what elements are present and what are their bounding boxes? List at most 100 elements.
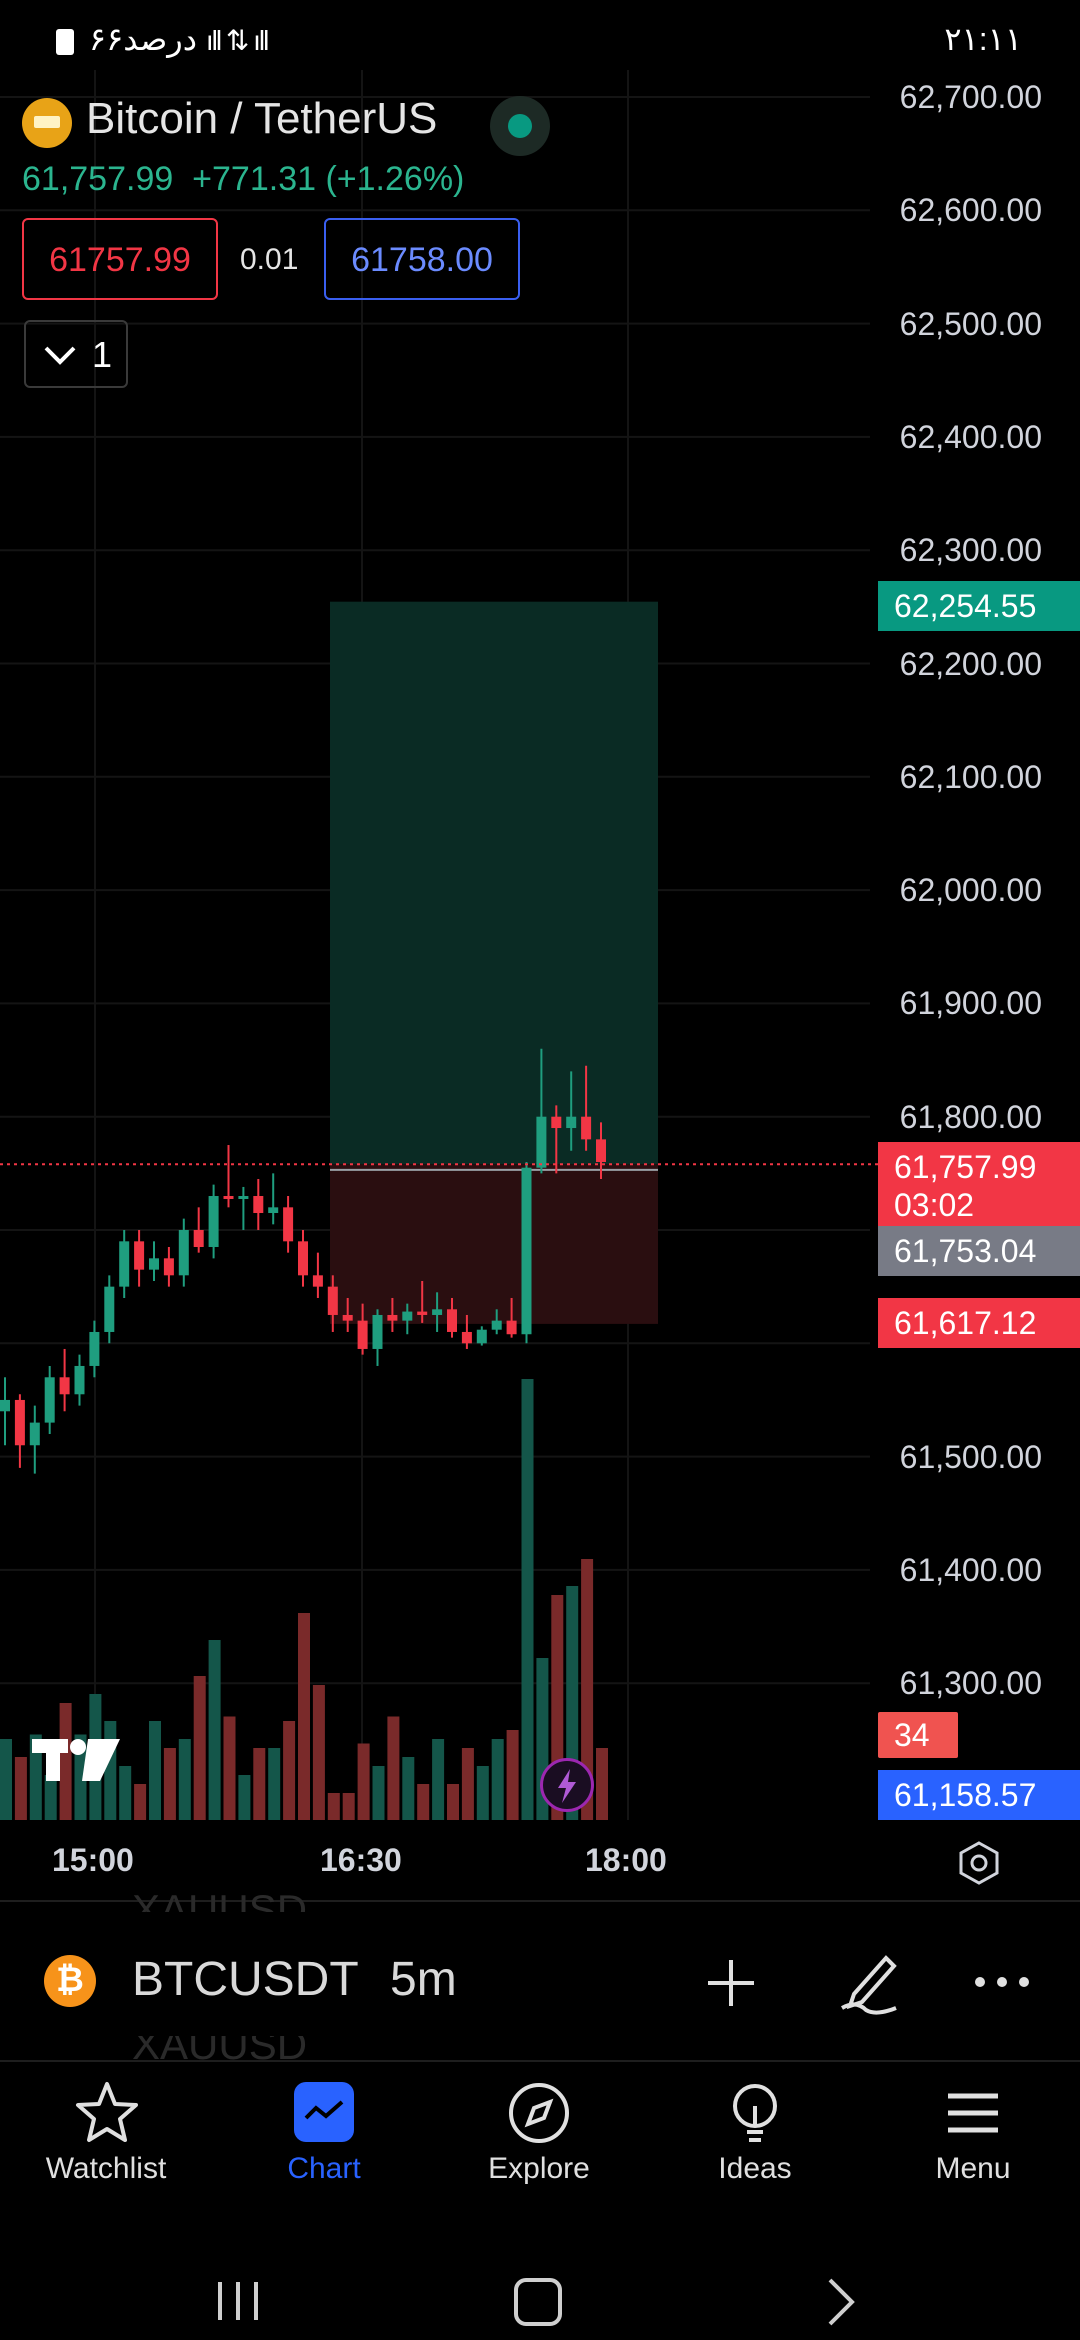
spread-value: 0.01: [240, 243, 299, 276]
symbol-toolbar: [0, 1900, 1080, 2062]
volume-bar: [74, 1734, 87, 1820]
last-price: 61,757.99: [22, 160, 174, 198]
mid-price-badge: 61,753.04: [878, 1226, 1080, 1276]
volume-bar: [0, 1739, 12, 1820]
plus-icon: [708, 1960, 754, 2006]
volume-bar: [119, 1766, 132, 1820]
ghost-symbol-below: XAUUSD: [132, 2036, 308, 2060]
lightbulb-icon: [733, 2084, 777, 2142]
price-change: +771.31 (+1.26%): [192, 160, 465, 198]
price-axis-label: 62,700.00: [899, 79, 1042, 115]
volume-bar: [402, 1757, 415, 1820]
nav-ideas[interactable]: [670, 2078, 840, 2148]
candle-body: [506, 1320, 517, 1335]
candle-body: [596, 1139, 606, 1163]
volume-bar: [178, 1739, 191, 1820]
interval-selector[interactable]: 5m: [390, 1953, 457, 2006]
sell-button[interactable]: 61757.99: [22, 218, 218, 300]
stop-price-badge: 61,617.12: [878, 1298, 1080, 1348]
price-axis-label: 62,200.00: [899, 645, 1042, 682]
candle-body: [387, 1314, 398, 1321]
target-zone: [330, 601, 658, 1165]
volume-bar: [447, 1784, 459, 1820]
nav-chart-label: Chart: [287, 2152, 361, 2185]
volume-bar: [372, 1766, 385, 1820]
volume-bar: [163, 1748, 176, 1820]
volume-bar: [476, 1766, 489, 1820]
candle-body: [268, 1207, 279, 1214]
candle-body: [238, 1196, 249, 1200]
target-price-badge: 62,254.55: [878, 581, 1080, 631]
drawing-tools-button[interactable]: [836, 1946, 902, 2016]
price-axis-label: 62,600.00: [899, 192, 1042, 229]
candle-body: [193, 1230, 204, 1247]
buy-button[interactable]: 61758.00: [324, 218, 520, 300]
ticker-symbol[interactable]: BTCUSDT: [132, 1953, 359, 2006]
pen-icon: [841, 1955, 897, 2015]
long-position-tool: [330, 601, 658, 1324]
volume-bar: [29, 1734, 42, 1820]
recent-apps-icon[interactable]: [208, 2272, 268, 2332]
last-price-value: 61,757.99: [894, 1149, 1037, 1185]
volume-bar: [59, 1703, 72, 1820]
volume-bar: [268, 1748, 281, 1820]
price-axis-label: 62,100.00: [899, 758, 1042, 795]
volume-bar: [581, 1559, 594, 1820]
symbol-icon[interactable]: ₿: [44, 1955, 96, 2007]
volume-bar: [223, 1716, 236, 1820]
chart-settings-button[interactable]: [956, 1840, 1002, 1886]
pair-title[interactable]: Bitcoin / TetherUS: [86, 94, 438, 143]
volume-bar: [44, 1775, 57, 1820]
volume-bar: [208, 1640, 221, 1820]
candle-body: [178, 1230, 189, 1276]
price-axis-label: 62,000.00: [899, 872, 1042, 909]
home-icon[interactable]: [508, 2272, 568, 2332]
more-options-button[interactable]: [970, 1960, 1034, 2006]
volume-bar: [417, 1784, 430, 1820]
volume-badge: 34: [878, 1712, 958, 1758]
compass-icon: [509, 2083, 569, 2143]
candle-body: [283, 1207, 294, 1242]
collapse-layers-button[interactable]: 1: [24, 320, 128, 388]
price-axis-label: 61,300.00: [899, 1665, 1042, 1702]
volume-bar: [387, 1716, 400, 1820]
menu-icon: [948, 2093, 998, 2133]
volume-bar: [506, 1730, 519, 1820]
quick-action-button[interactable]: [540, 1758, 594, 1812]
more-horizontal-icon: [975, 1977, 1029, 1987]
nav-menu[interactable]: [888, 2078, 1058, 2148]
candle-body: [208, 1196, 219, 1247]
volume-bar: [298, 1613, 310, 1820]
bottom-navigation: [0, 2060, 1080, 2242]
candle-body: [163, 1258, 174, 1276]
battery-icon: [56, 28, 74, 55]
back-icon[interactable]: [812, 2272, 872, 2332]
nav-explore[interactable]: [454, 2078, 624, 2148]
nav-watchlist[interactable]: [22, 2078, 192, 2148]
price-axis-label: 62,400.00: [899, 418, 1042, 455]
nav-ideas-label: Ideas: [718, 2152, 792, 2185]
candle-body: [491, 1320, 502, 1330]
battery-percent: ۶۶درصد: [88, 21, 197, 57]
volume-bar: [193, 1676, 206, 1820]
chart-canvas[interactable]: [0, 70, 1080, 1830]
volume-bar: [432, 1739, 445, 1820]
candle-body: [342, 1314, 353, 1321]
status-time: ۲۱:۱۱: [944, 21, 1022, 57]
market-status-indicator[interactable]: [490, 96, 550, 156]
market-open-dot-icon: [508, 114, 532, 138]
volume-bar: [134, 1784, 147, 1820]
candle-body: [461, 1331, 472, 1344]
last-price-badge: 61,757.99 03:02: [878, 1142, 1080, 1230]
candle-body: [89, 1331, 100, 1366]
nav-chart[interactable]: [239, 2078, 409, 2142]
candle-body: [566, 1116, 577, 1129]
price-axis-label: 61,400.00: [899, 1551, 1042, 1588]
volume-bar: [521, 1379, 534, 1820]
candle-body: [521, 1167, 532, 1335]
tv-logo-icon: [32, 1739, 120, 1781]
chart-icon: [294, 2082, 354, 2142]
add-indicator-button[interactable]: [700, 1952, 762, 2014]
candle-body: [432, 1309, 443, 1315]
volume-bar: [149, 1721, 161, 1820]
